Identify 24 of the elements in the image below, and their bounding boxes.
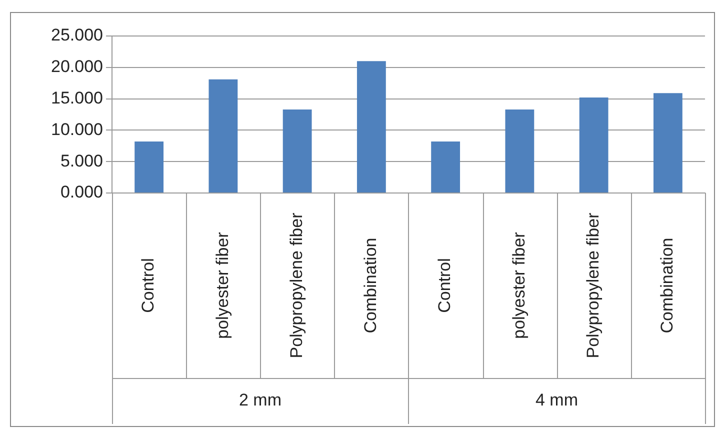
x-tick-label: Control	[435, 258, 454, 313]
bar	[134, 142, 164, 192]
x-tick-label: Control	[138, 258, 158, 313]
x-tick-label: polyester fiber	[212, 232, 232, 339]
y-tick-label: 5.000	[60, 151, 103, 170]
bar	[208, 79, 238, 192]
bar	[356, 61, 386, 192]
x-tick-label: Combination	[361, 238, 380, 334]
bar	[431, 142, 460, 192]
x-tick-label: Combination	[658, 238, 677, 334]
bar	[653, 93, 682, 192]
x-tick-label: Polypropylene fiber	[286, 212, 306, 358]
bar	[579, 98, 608, 192]
bar	[282, 109, 312, 192]
bar	[505, 109, 534, 192]
x-tick-label: Polypropylene fiber	[584, 212, 602, 358]
y-tick-label: 15.000	[50, 88, 103, 108]
y-tick-label: 20.000	[50, 57, 103, 76]
text: 2 mm	[238, 390, 282, 410]
y-tick-label: 10.000	[50, 120, 103, 139]
y-tick-label: 0.000	[60, 182, 103, 202]
x-tick-label: polyester fiber	[509, 232, 528, 339]
y-tick-label: 25.000	[50, 26, 103, 45]
text: 4 mm	[536, 390, 578, 410]
